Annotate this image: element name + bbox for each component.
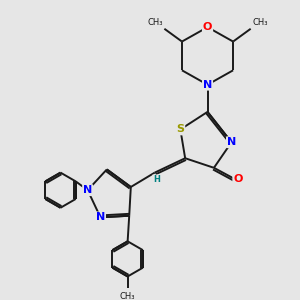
- Text: N: N: [83, 185, 92, 195]
- Text: H: H: [153, 175, 160, 184]
- Text: CH₃: CH₃: [120, 292, 135, 300]
- Text: O: O: [233, 174, 243, 184]
- Text: S: S: [176, 124, 184, 134]
- Text: CH₃: CH₃: [252, 18, 268, 27]
- Text: N: N: [203, 80, 212, 90]
- Text: CH₃: CH₃: [147, 18, 163, 27]
- Text: N: N: [96, 212, 105, 222]
- Text: O: O: [203, 22, 212, 32]
- Text: N: N: [227, 137, 236, 147]
